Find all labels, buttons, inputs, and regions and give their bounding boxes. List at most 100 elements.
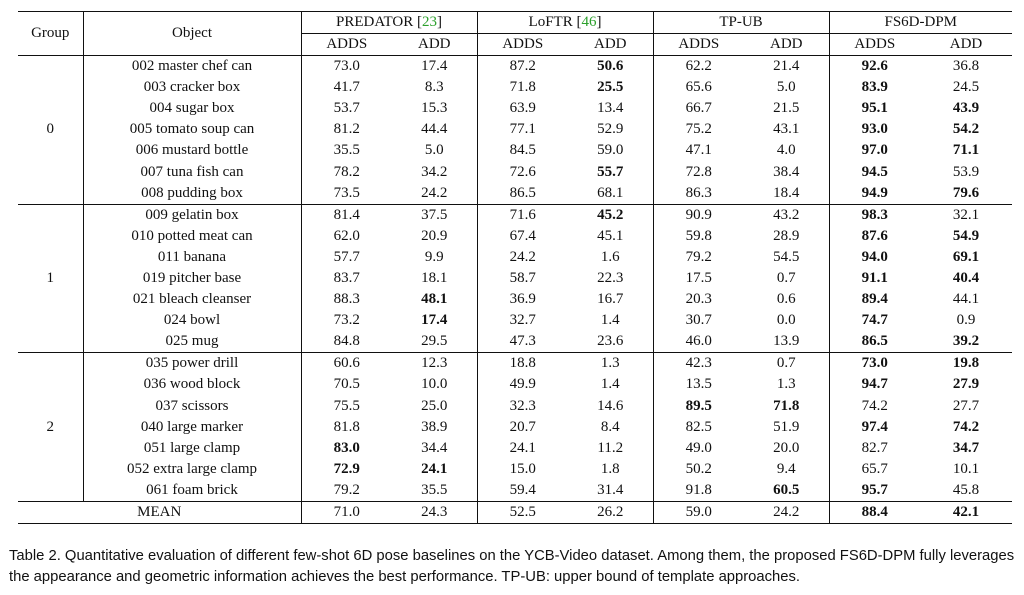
table-row: 051 large clamp 83.0 34.4 24.1 11.2 49.0 20.0 8… [18,437,1012,459]
metric-value: 5.0 [392,140,478,162]
metric-value: 79.2 [685,248,712,265]
metric-value: 81.2 [333,121,360,138]
metric-value: 83.0 [333,439,360,456]
metric-value: 95.1 [861,100,888,117]
citation-link[interactable]: 46 [581,14,597,30]
citation-link[interactable]: 23 [422,14,437,30]
object-name: 051 large clamp [83,437,302,459]
table-row: 004 sugar box 53.7 15.3 63.9 13.4 66.7 21.5 95.… [18,98,1012,120]
metric-value: 24.2 [509,248,536,265]
metric-value: 49.0 [685,439,712,456]
metric-value: 81.4 [301,203,392,226]
metric-value: 95.7 [861,481,888,498]
metric-value: 93.0 [861,121,888,138]
table-row: 061 foam brick 79.2 35.5 59.4 31.4 91.8 60.5 95… [18,479,1012,502]
results-table: Group Object PREDATOR [23] LoFTR [46] TP… [18,11,1012,525]
metric-value: 98.3 [829,203,920,226]
metric-value: 34.4 [392,437,478,459]
metric-value: 43.2 [744,203,830,226]
metric-value: 20.7 [509,418,536,435]
object-name: 024 bowl [83,310,302,332]
metric-value: 19.8 [920,352,1012,375]
metric-value: 40.4 [952,269,980,286]
metric-value: 81.8 [333,418,360,435]
metric-value: 24.1 [392,458,478,480]
metric-value: 1.8 [568,458,654,480]
metric-value: 62.2 [653,55,744,78]
table-row: 019 pitcher base 83.7 18.1 58.7 22.3 17.5 0.7 9… [18,267,1012,290]
mean-label: MEAN [18,500,302,525]
metric-value: 18.1 [392,267,478,290]
metric-value: 32.3 [509,397,536,414]
metric-value: 18.8 [477,352,568,375]
metric-header: ADDS [502,36,544,52]
method-header-loftr: LoFTR [46] [477,11,654,34]
object-name: 052 extra large clamp [83,458,302,480]
metric-value: 31.4 [568,479,654,502]
metric-value: 22.3 [568,267,654,290]
metric-value: 20.0 [744,437,830,459]
object-name: 040 large marker [83,416,302,438]
table-row: 021 bleach cleanser 88.3 48.1 36.9 16.7 20.3 0… [18,289,1012,311]
metric-value: 12.3 [392,352,478,375]
metric-value: 34.7 [952,439,980,456]
metric-value: 37.5 [392,203,478,226]
object-name: 036 wood block [83,374,302,396]
metric-value: 4.0 [744,140,830,162]
mean-row: MEAN 71.0 24.3 52.5 26.2 59.0 24.2 88.4 42.1 [18,500,1012,525]
metric-value: 30.7 [685,312,712,329]
metric-value: 39.2 [952,333,980,350]
metric-value: 78.2 [333,163,360,180]
metric-value: 43.1 [744,119,830,141]
metric-value: 14.6 [568,395,654,417]
metric-value: 83.9 [861,79,888,96]
metric-value: 91.8 [685,481,712,498]
metric-value: 10.1 [952,460,980,477]
object-name: 061 foam brick [83,479,302,502]
metric-header: ADD [392,33,478,56]
metric-value: 9.4 [744,458,830,480]
group-label: 1 [18,203,84,353]
metric-value: 11.2 [568,437,654,459]
metric-value: 36.9 [509,291,536,308]
metric-value: 50.2 [685,460,712,477]
metric-value: 8.4 [568,416,654,438]
metric-value: 51.9 [744,416,830,438]
metric-value: 1.3 [744,374,830,396]
table-row: 010 potted meat can 62.0 20.9 67.4 45.1 59.8 2… [18,225,1012,247]
metric-value: 18.4 [744,182,830,205]
metric-value: 71.6 [477,203,568,226]
mean-value: 24.2 [744,500,830,525]
metric-value: 1.4 [568,374,654,396]
metric-value: 79.6 [952,184,980,201]
metric-value: 28.9 [744,225,830,247]
metric-value: 86.5 [861,333,888,350]
metric-value: 0.0 [744,310,830,332]
metric-value: 84.8 [333,333,360,350]
metric-value: 13.5 [685,376,712,393]
metric-value: 59.4 [509,481,536,498]
metric-value: 35.5 [392,479,478,502]
metric-value: 29.5 [392,331,478,353]
metric-value: 75.2 [685,121,712,138]
method-header-tpub: TP-UB [653,11,830,34]
metric-value: 1.6 [568,246,654,268]
metric-value: 34.2 [392,161,478,183]
metric-value: 73.2 [333,312,360,329]
metric-value: 89.4 [861,291,888,308]
metric-value: 65.7 [861,460,888,477]
metric-value: 38.9 [392,416,478,438]
table-row: 007 tuna fish can 78.2 34.2 72.6 55.7 72.8 38.… [18,161,1012,183]
metric-value: 24.5 [952,79,980,96]
metric-value: 5.0 [744,77,830,99]
metric-value: 16.7 [568,289,654,311]
table-row: 036 wood block 70.5 10.0 49.9 1.4 13.5 1.3 94.7… [18,374,1012,396]
header-row-methods: Group Object PREDATOR [23] LoFTR [46] TP… [18,11,1012,56]
mean-value: 52.5 [477,500,568,525]
metric-value: 87.6 [861,227,888,244]
object-name: 035 power drill [83,352,302,375]
metric-value: 67.4 [509,227,536,244]
table-row: 006 mustard bottle 35.5 5.0 84.5 59.0 47.1 4.0… [18,140,1012,162]
table-row: 003 cracker box 41.7 8.3 71.8 25.5 65.6 5.0 83.… [18,77,1012,99]
table-caption: Table 2. Quantitative evaluation of diff… [9,548,1015,585]
